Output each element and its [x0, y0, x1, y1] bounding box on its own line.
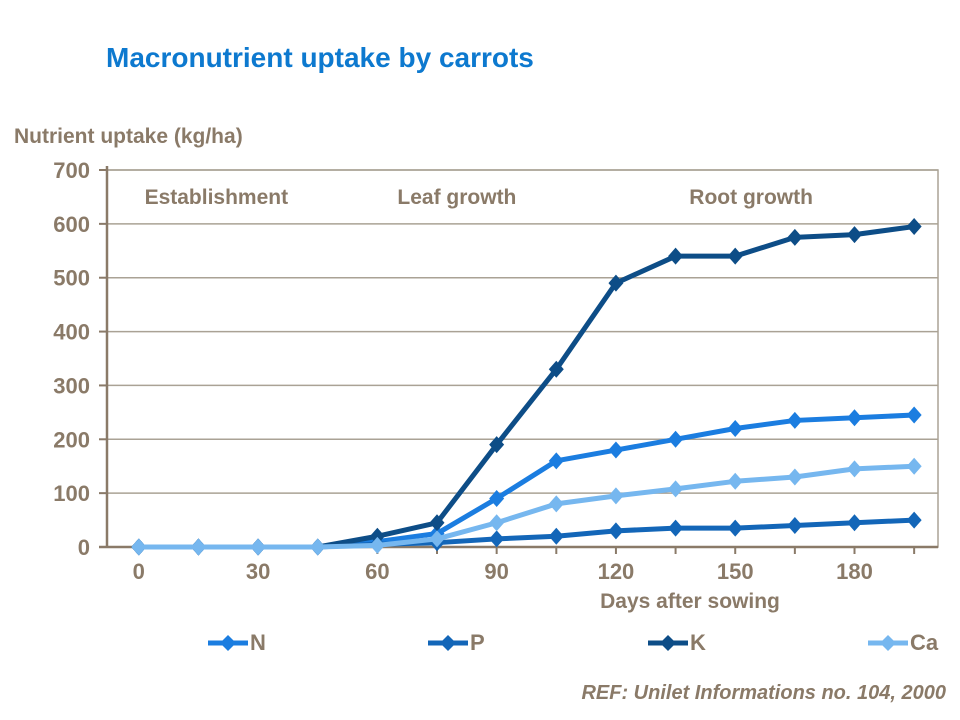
svg-text:Leaf growth: Leaf growth: [397, 186, 516, 209]
svg-text:700: 700: [53, 158, 90, 183]
svg-text:30: 30: [246, 559, 270, 584]
y-axis-title: Nutrient uptake (kg/ha): [14, 125, 243, 148]
svg-text:100: 100: [53, 481, 90, 506]
svg-text:600: 600: [53, 212, 90, 237]
svg-text:120: 120: [598, 559, 635, 584]
svg-text:400: 400: [53, 320, 90, 345]
svg-text:90: 90: [484, 559, 508, 584]
legend-marker-n-icon: [208, 635, 248, 651]
svg-text:300: 300: [53, 373, 90, 398]
legend-marker-ca-icon: [868, 635, 908, 651]
series-ca: [131, 457, 922, 556]
legend-label-n: N: [250, 630, 266, 655]
page-title: Macronutrient uptake by carrots: [106, 42, 534, 73]
legend-label-ca: Ca: [910, 630, 939, 655]
legend-label-k: K: [690, 630, 706, 655]
x-axis-title: Days after sowing: [600, 590, 780, 613]
series-n: [131, 406, 922, 556]
legend-item-ca: Ca: [867, 630, 938, 656]
svg-text:200: 200: [53, 427, 90, 452]
series-k: [131, 218, 922, 556]
legend-label-p: P: [470, 630, 485, 655]
svg-text:60: 60: [365, 559, 389, 584]
legend-marker-k-icon: [648, 635, 688, 651]
svg-text:500: 500: [53, 266, 90, 291]
legend-item-n: N: [207, 630, 266, 656]
chart-legend: N P K Ca: [0, 630, 960, 662]
svg-text:0: 0: [133, 559, 145, 584]
legend-marker-p-icon: [428, 635, 468, 651]
svg-text:Establishment: Establishment: [145, 186, 289, 209]
legend-item-p: P: [427, 630, 485, 656]
svg-text:180: 180: [836, 559, 873, 584]
legend-item-k: K: [647, 630, 706, 656]
reference-text: REF: Unilet Informations no. 104, 2000: [581, 682, 946, 704]
svg-text:Root growth: Root growth: [689, 186, 813, 209]
svg-text:0: 0: [78, 535, 90, 560]
svg-text:150: 150: [717, 559, 754, 584]
